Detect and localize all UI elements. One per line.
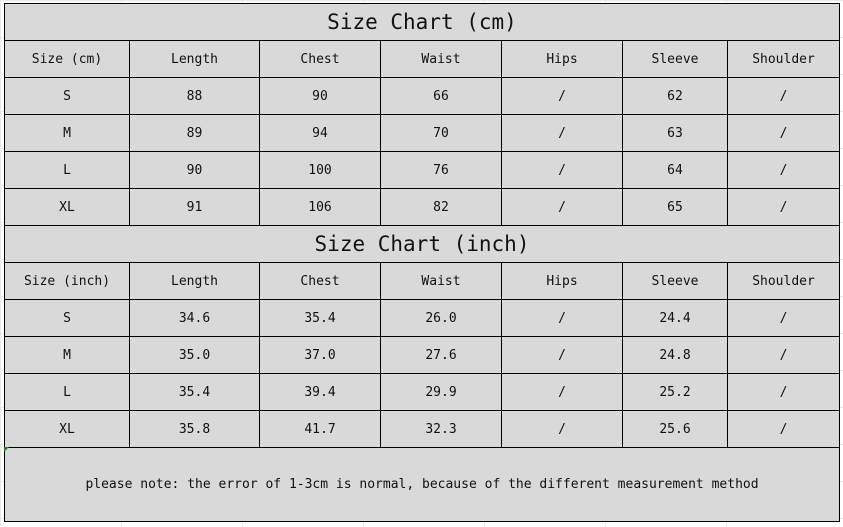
- inch-cell[interactable]: /: [726, 336, 841, 374]
- inch-cell[interactable]: 34.6: [129, 299, 260, 337]
- inch-cell[interactable]: /: [501, 410, 623, 448]
- inch-header-cell[interactable]: Size (inch): [4, 262, 130, 300]
- cm-header-cell[interactable]: Size (cm): [4, 40, 130, 78]
- cm-header-cell[interactable]: Sleeve: [622, 40, 728, 78]
- cm-cell[interactable]: /: [726, 114, 841, 152]
- cm-cell[interactable]: 82: [380, 188, 502, 226]
- inch-row: S 34.6 35.4 26.0/24.4/: [4, 299, 841, 337]
- inch-cell[interactable]: /: [726, 373, 841, 411]
- inch-cell[interactable]: XL: [4, 410, 130, 448]
- cm-header-cell[interactable]: Chest: [259, 40, 381, 78]
- cm-row: S 88 90 66/62/: [4, 77, 841, 115]
- cm-cell[interactable]: S: [4, 77, 130, 115]
- cm-cell[interactable]: /: [501, 77, 623, 115]
- inch-cell[interactable]: 26.0: [380, 299, 502, 337]
- inch-header-cell[interactable]: Hips: [501, 262, 623, 300]
- cm-header-row: Size (cm) Length Chest Waist Hips Sleeve Shoul…: [4, 40, 841, 78]
- cm-cell[interactable]: 62: [622, 77, 728, 115]
- inch-header-cell[interactable]: Length: [129, 262, 260, 300]
- inch-cell[interactable]: 37.0: [259, 336, 381, 374]
- cm-cell[interactable]: 65: [622, 188, 728, 226]
- cm-row: XL 91 106 82/65/: [4, 188, 841, 226]
- cm-cell[interactable]: 64: [622, 151, 728, 189]
- inch-cell[interactable]: 24.8: [622, 336, 728, 374]
- cm-header-cell[interactable]: Waist: [380, 40, 502, 78]
- cell-comment-marker: [4, 447, 9, 452]
- inch-cell[interactable]: 27.6: [380, 336, 502, 374]
- inch-cell[interactable]: 25.6: [622, 410, 728, 448]
- inch-header-cell[interactable]: Shoulder: [726, 262, 841, 300]
- inch-cell[interactable]: /: [726, 410, 841, 448]
- cm-header-cell[interactable]: Length: [129, 40, 260, 78]
- size-chart-sheet: Size Chart (cm) Size (cm) Length Chest Waist…: [3, 3, 841, 522]
- cm-cell[interactable]: 63: [622, 114, 728, 152]
- cm-cell[interactable]: 90: [129, 151, 260, 189]
- inch-header-cell[interactable]: Sleeve: [622, 262, 728, 300]
- cm-cell[interactable]: 106: [259, 188, 381, 226]
- cm-cell[interactable]: 88: [129, 77, 260, 115]
- inch-row: M 35.0 37.0 27.6/24.8/: [4, 336, 841, 374]
- cm-cell[interactable]: 70: [380, 114, 502, 152]
- inch-cell[interactable]: 35.0: [129, 336, 260, 374]
- inch-header-cell[interactable]: Chest: [259, 262, 381, 300]
- inch-cell[interactable]: 32.3: [380, 410, 502, 448]
- cm-cell[interactable]: /: [501, 151, 623, 189]
- cm-cell[interactable]: /: [726, 77, 841, 115]
- cm-cell[interactable]: 66: [380, 77, 502, 115]
- cm-header-cell[interactable]: Hips: [501, 40, 623, 78]
- cm-cell[interactable]: /: [726, 151, 841, 189]
- cm-cell[interactable]: 91: [129, 188, 260, 226]
- cm-cell[interactable]: XL: [4, 188, 130, 226]
- inch-cell[interactable]: M: [4, 336, 130, 374]
- inch-cell[interactable]: 35.4: [259, 299, 381, 337]
- inch-cell[interactable]: 24.4: [622, 299, 728, 337]
- cm-cell[interactable]: M: [4, 114, 130, 152]
- inch-cell[interactable]: 25.2: [622, 373, 728, 411]
- cm-cell[interactable]: 100: [259, 151, 381, 189]
- inch-cell[interactable]: 35.8: [129, 410, 260, 448]
- inch-cell[interactable]: L: [4, 373, 130, 411]
- cm-title[interactable]: Size Chart (cm): [3, 3, 841, 41]
- cm-row: L 90 100 76/64/: [4, 151, 841, 189]
- cm-cell[interactable]: /: [726, 188, 841, 226]
- inch-cell[interactable]: S: [4, 299, 130, 337]
- inch-row: L 35.4 39.4 29.9/25.2/: [4, 373, 841, 411]
- inch-cell[interactable]: 29.9: [380, 373, 502, 411]
- inch-cell[interactable]: /: [501, 336, 623, 374]
- inch-title[interactable]: Size Chart (inch): [3, 225, 841, 263]
- inch-cell[interactable]: 39.4: [259, 373, 381, 411]
- cm-cell[interactable]: /: [501, 114, 623, 152]
- inch-cell[interactable]: 41.7: [259, 410, 381, 448]
- inch-cell[interactable]: /: [726, 299, 841, 337]
- cm-row: M 89 94 70/63/: [4, 114, 841, 152]
- inch-header-row: Size (inch) Length Chest Waist Hips Sleeve Sho…: [4, 262, 841, 300]
- inch-row: XL 35.8 41.7 32.3/25.6/: [4, 410, 841, 448]
- cm-cell[interactable]: L: [4, 151, 130, 189]
- cm-cell[interactable]: 89: [129, 114, 260, 152]
- measurement-note[interactable]: please note: the error of 1-3cm is norma…: [3, 447, 841, 522]
- cm-cell[interactable]: 94: [259, 114, 381, 152]
- cm-header-cell[interactable]: Shoulder: [726, 40, 841, 78]
- inch-header-cell[interactable]: Waist: [380, 262, 502, 300]
- cm-cell[interactable]: /: [501, 188, 623, 226]
- inch-cell[interactable]: /: [501, 299, 623, 337]
- cm-cell[interactable]: 90: [259, 77, 381, 115]
- cm-cell[interactable]: 76: [380, 151, 502, 189]
- inch-cell[interactable]: 35.4: [129, 373, 260, 411]
- inch-cell[interactable]: /: [501, 373, 623, 411]
